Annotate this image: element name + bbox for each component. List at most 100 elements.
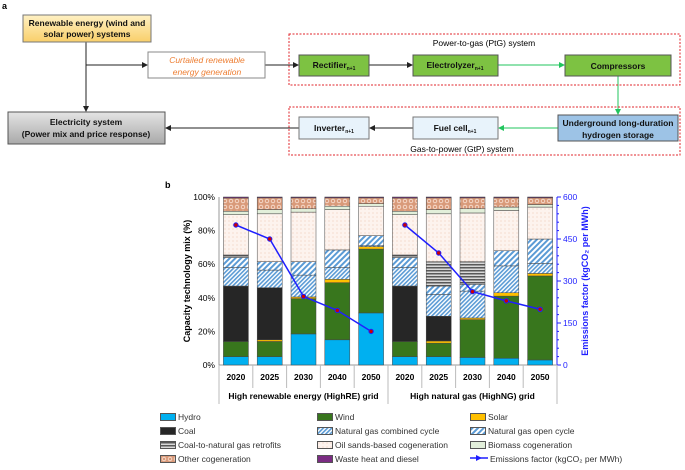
y2-tick-label: 600 xyxy=(563,192,577,202)
bar-segment-other-cogeneration xyxy=(459,197,486,210)
x-tick-label: 2025 xyxy=(260,372,279,382)
bar-segment-hydro xyxy=(493,358,520,366)
legend-item: Natural gas combined cycle xyxy=(317,426,439,436)
bar-segment-wind xyxy=(392,341,418,357)
bar-segment-waste-heat-and-diesel xyxy=(324,196,351,199)
legend-label: Wind xyxy=(335,412,355,422)
bar-segment-wind xyxy=(290,298,317,335)
bar-segment-other-cogeneration xyxy=(223,197,249,212)
emissions-point xyxy=(469,288,476,295)
bar-segment-oil-sands-based-cogeneration xyxy=(459,212,486,262)
emissions-point xyxy=(300,293,307,300)
bar-segment-oil-sands-based-cogeneration xyxy=(358,205,384,236)
bar-segment-wind xyxy=(425,342,452,357)
bar-segment-biomass-cogeneration xyxy=(493,206,520,211)
bar-segment-other-cogeneration xyxy=(493,197,520,208)
y2-tick-label: 300 xyxy=(563,276,577,286)
bar-segment-oil-sands-based-cogeneration xyxy=(527,206,553,240)
bar-segment-biomass-cogeneration xyxy=(290,208,317,213)
bar-segment-oil-sands-based-cogeneration xyxy=(392,214,418,256)
legend-item: Coal xyxy=(160,426,195,436)
bar-segment-hydro xyxy=(290,333,317,366)
legend-swatch xyxy=(160,427,176,435)
legend-label: Natural gas combined cycle xyxy=(335,426,440,436)
x-tick-label: 2030 xyxy=(463,372,482,382)
group-label: High renewable energy (HighRE) grid xyxy=(228,391,378,401)
y-tick-label: 20% xyxy=(198,326,215,336)
bar-segment-waste-heat-and-diesel xyxy=(223,196,249,199)
bar-segment-solar xyxy=(324,279,351,283)
bar-segment-hydro xyxy=(527,359,553,366)
chart: 0% 20% 40% 60% 80% 100% 0 150 300 450 600 2020 2025 2… xyxy=(193,192,577,404)
y2-tick-label: 150 xyxy=(563,318,577,328)
bar-segment-wind xyxy=(493,295,520,359)
bar-segment-coal xyxy=(223,285,249,342)
bar-segment-waste-heat-and-diesel xyxy=(290,196,317,199)
bar-segment-biomass-cogeneration xyxy=(324,205,351,210)
legend-item: Hydro xyxy=(160,412,201,422)
bar-segment-natural-gas-open-cycle xyxy=(493,250,520,267)
legend-label: Other cogeneration xyxy=(178,454,251,464)
legend-label: Natural gas open cycle xyxy=(488,426,575,436)
bar-segment-waste-heat-and-diesel xyxy=(493,196,520,199)
legend-swatch xyxy=(470,413,486,421)
svg-text:Invertern+1: Invertern+1 xyxy=(314,123,354,135)
legend-swatch xyxy=(317,455,333,463)
bar-segment-wind xyxy=(256,341,283,357)
y-tick-label: 0% xyxy=(203,360,216,370)
x-tick-label: 2020 xyxy=(226,372,245,382)
bar-segment-coal xyxy=(425,316,452,342)
legend-label: Oil sands-based cogeneration xyxy=(335,440,448,450)
legend-item: Emissions factor (kgCO₂ per MWh) xyxy=(470,454,622,464)
bar-segment-hydro xyxy=(392,356,418,366)
bar-segment-wind xyxy=(358,248,384,314)
bar-segment-natural-gas-combined-cycle xyxy=(459,290,486,319)
bar-segment-natural-gas-combined-cycle xyxy=(290,274,317,298)
svg-text:energy generation: energy generation xyxy=(173,67,242,77)
renewable-box: Renewable energy (wind and solar power) … xyxy=(22,14,152,43)
panel-b-label: b xyxy=(165,180,171,190)
legend-swatch xyxy=(470,427,486,435)
bar-segment-biomass-cogeneration xyxy=(256,209,283,215)
bar-segment-biomass-cogeneration xyxy=(425,209,452,215)
bar-segment-solar xyxy=(527,273,553,277)
bar-segment-natural-gas-open-cycle xyxy=(358,235,384,246)
bar-segment-solar xyxy=(425,340,452,344)
emissions-point xyxy=(436,250,442,256)
bar-segment-natural-gas-open-cycle xyxy=(324,249,351,268)
y-tick-label: 100% xyxy=(193,192,215,202)
group-label: High natural gas (HighNG) grid xyxy=(410,391,535,401)
legend-label: Hydro xyxy=(178,412,201,422)
bar-segment-biomass-cogeneration xyxy=(527,204,553,208)
electrolyzer-box: Electrolyzern+1 xyxy=(412,54,499,77)
bar-segment-wind xyxy=(459,319,486,358)
bar-segment-biomass-cogeneration xyxy=(223,211,249,215)
bar-segment-natural-gas-combined-cycle xyxy=(527,263,553,274)
bar-segment-oil-sands-based-cogeneration xyxy=(290,211,317,262)
legend-item: Natural gas open cycle xyxy=(470,426,574,436)
bar-segment-natural-gas-open-cycle xyxy=(527,238,553,264)
emissions-point xyxy=(368,328,374,335)
bar-segment-biomass-cogeneration xyxy=(392,211,418,215)
legend-item: Coal-to-natural gas retrofits xyxy=(160,440,281,450)
bar-segment-other-cogeneration xyxy=(358,197,384,204)
bar-segment-natural-gas-open-cycle xyxy=(392,257,418,268)
bar-segment-waste-heat-and-diesel xyxy=(256,196,283,199)
bar-segment-waste-heat-and-diesel xyxy=(392,196,418,199)
svg-text:hydrogen storage: hydrogen storage xyxy=(582,130,654,140)
svg-text:Underground long-duration: Underground long-duration xyxy=(563,118,674,128)
x-tick-label: 2050 xyxy=(531,372,550,382)
legend-swatch xyxy=(160,413,176,421)
bar-segment-other-cogeneration xyxy=(256,197,283,210)
bar-segment-hydro xyxy=(256,356,283,366)
svg-text:Fuel celln+1: Fuel celln+1 xyxy=(434,123,477,135)
bar-segment-coal-to-natural-gas-retrofits xyxy=(223,254,249,258)
svg-text:Electrolyzern+1: Electrolyzern+1 xyxy=(427,60,484,72)
svg-text:solar power) systems: solar power) systems xyxy=(44,29,131,39)
legend-label: Coal xyxy=(178,426,196,436)
svg-text:Curtailed renewable: Curtailed renewable xyxy=(169,55,245,65)
emissions-point xyxy=(402,222,408,228)
bar-segment-waste-heat-and-diesel xyxy=(425,196,452,199)
